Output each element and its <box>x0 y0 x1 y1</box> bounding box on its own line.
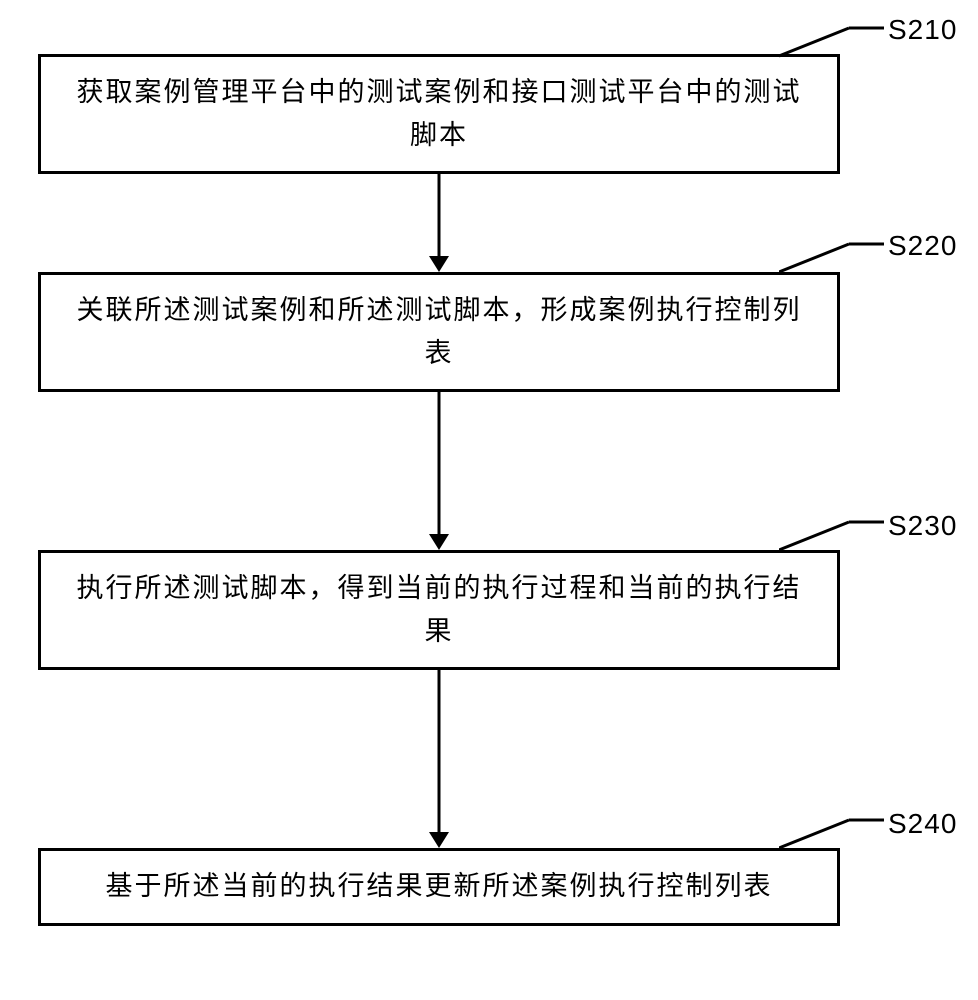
step-text: 执行所述测试脚本，得到当前的执行过程和当前的执行结果 <box>71 567 807 653</box>
step-text: 获取案例管理平台中的测试案例和接口测试平台中的测试脚本 <box>71 71 807 157</box>
flowchart-step-s210: 获取案例管理平台中的测试案例和接口测试平台中的测试脚本 <box>38 54 840 174</box>
callout-line-s240 <box>779 817 889 852</box>
callout-line-s220 <box>779 241 889 276</box>
callout-line-s210 <box>779 25 889 60</box>
step-label-s210: S210 <box>888 14 957 46</box>
step-text: 关联所述测试案例和所述测试脚本，形成案例执行控制列表 <box>71 289 807 375</box>
step-label-s220: S220 <box>888 230 957 262</box>
step-text: 基于所述当前的执行结果更新所述案例执行控制列表 <box>106 865 773 908</box>
step-label-s230: S230 <box>888 510 957 542</box>
step-label-s240: S240 <box>888 808 957 840</box>
flowchart-arrow-3 <box>38 670 840 848</box>
flowchart-step-s240: 基于所述当前的执行结果更新所述案例执行控制列表 <box>38 848 840 926</box>
flowchart-arrow-2 <box>38 392 840 550</box>
flowchart-arrow-1 <box>38 174 840 272</box>
flowchart-container: 获取案例管理平台中的测试案例和接口测试平台中的测试脚本 S210 关联所述测试案… <box>0 0 978 1000</box>
flowchart-step-s230: 执行所述测试脚本，得到当前的执行过程和当前的执行结果 <box>38 550 840 670</box>
callout-line-s230 <box>779 519 889 554</box>
flowchart-step-s220: 关联所述测试案例和所述测试脚本，形成案例执行控制列表 <box>38 272 840 392</box>
